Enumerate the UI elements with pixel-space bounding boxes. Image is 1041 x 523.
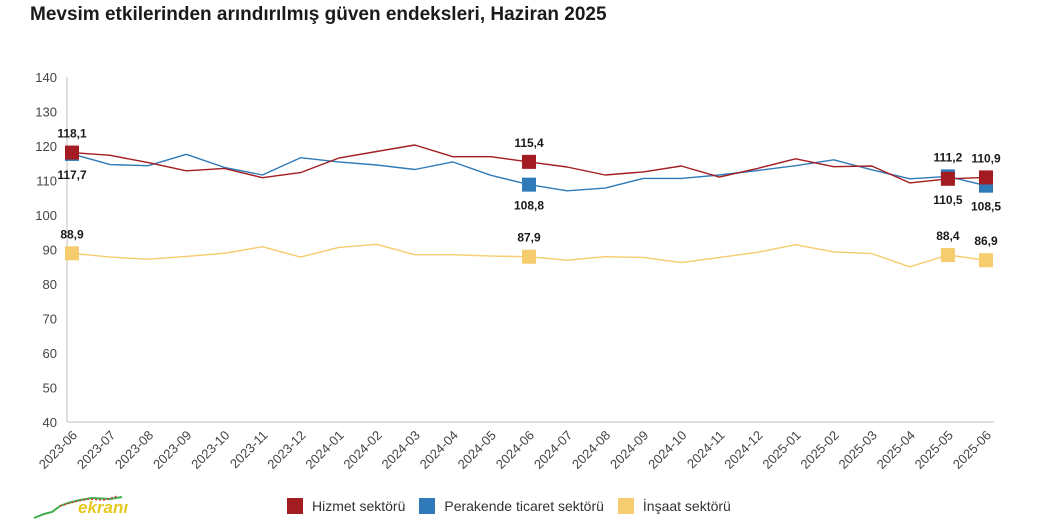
data-label: 110,5: [933, 193, 963, 207]
data-point-marker: [979, 253, 993, 268]
legend-swatch-perakende: [419, 498, 436, 514]
x-tick-label: 2024-07: [531, 428, 575, 472]
x-tick-label: 2025-01: [759, 428, 803, 472]
x-tick-label: 2024-02: [340, 428, 384, 472]
data-point-marker: [940, 248, 955, 263]
x-tick-label: 2024-01: [302, 428, 346, 472]
legend-item-perakende: Perakende ticaret sektörü: [419, 498, 604, 514]
legend-label-insaat: İnşaat sektörü: [642, 498, 731, 514]
x-axis: 2023-062023-072023-082023-092023-102023-…: [36, 421, 994, 472]
data-point-marker: [522, 249, 536, 264]
x-tick-label: 2024-10: [645, 428, 689, 472]
legend-label-perakende: Perakende ticaret sektörü: [444, 498, 604, 514]
data-label: 86,9: [974, 234, 998, 248]
y-tick-label: 120: [35, 139, 57, 154]
data-point-marker: [522, 154, 536, 169]
series-markers: [65, 145, 993, 268]
x-tick-label: 2025-05: [912, 428, 956, 472]
data-label: 115,4: [514, 136, 544, 150]
y-tick-label: 100: [35, 208, 57, 223]
x-tick-label: 2024-09: [607, 428, 651, 472]
y-tick-label: 130: [35, 105, 57, 120]
x-tick-label: 2023-09: [150, 428, 194, 472]
x-tick-label: 2025-06: [950, 428, 994, 472]
x-tick-label: 2023-07: [74, 428, 118, 472]
data-labels: 118,1 115,4 110,5 110,9 117,7 108,8 111,2 108,5…: [57, 127, 1001, 249]
data-point-marker: [979, 170, 993, 185]
y-tick-label: 50: [43, 381, 57, 396]
data-label: 118,1: [57, 127, 87, 141]
x-tick-label: 2023-10: [188, 428, 232, 472]
chart-title: Mevsim etkilerinden arındırılmış güven e…: [30, 4, 607, 25]
x-tick-label: 2023-08: [112, 428, 156, 472]
data-label: 110,9: [971, 151, 1001, 165]
y-tick-label: 140: [35, 70, 57, 85]
y-axis: 40 50 60 70 80 90 100 110 120 130 140: [35, 70, 68, 430]
y-tick-label: 60: [43, 346, 57, 361]
data-point-marker: [65, 246, 79, 261]
x-tick-label: 2024-06: [493, 428, 537, 472]
logo-icon: [33, 495, 123, 519]
data-label: 111,2: [934, 150, 963, 164]
x-tick-label: 2023-11: [227, 428, 271, 472]
y-tick-label: 40: [43, 415, 57, 430]
legend: Hizmet sektörü Perakende ticaret sektörü…: [287, 498, 731, 514]
y-tick-label: 70: [43, 312, 57, 327]
legend-label-hizmet: Hizmet sektörü: [312, 498, 406, 514]
y-tick-label: 80: [43, 277, 57, 292]
data-point-marker: [940, 171, 955, 186]
legend-swatch-insaat: [617, 498, 634, 514]
x-tick-label: 2024-03: [379, 428, 423, 472]
data-point-marker: [65, 145, 79, 160]
x-tick-label: 2024-04: [417, 428, 461, 472]
data-label: 117,7: [57, 168, 87, 182]
data-label: 87,9: [517, 231, 541, 245]
legend-item-insaat: İnşaat sektörü: [617, 498, 731, 514]
x-tick-label: 2025-02: [797, 428, 841, 472]
x-tick-label: 2023-06: [36, 428, 80, 472]
x-tick-label: 2023-12: [264, 428, 308, 472]
y-tick-label: 90: [43, 243, 57, 258]
data-label: 108,8: [514, 199, 544, 213]
x-tick-label: 2024-08: [569, 428, 613, 472]
x-tick-label: 2024-05: [455, 428, 499, 472]
x-tick-label: 2024-11: [684, 428, 728, 472]
x-tick-label: 2025-03: [836, 428, 880, 472]
legend-item-hizmet: Hizmet sektörü: [287, 498, 405, 514]
data-label: 108,5: [971, 200, 1001, 214]
y-tick-label: 110: [36, 174, 57, 189]
data-point-marker: [522, 177, 536, 192]
data-label: 88,4: [936, 229, 960, 243]
x-tick-label: 2025-04: [874, 428, 918, 472]
x-tick-label: 2024-12: [721, 428, 765, 472]
data-label: 88,9: [60, 227, 84, 241]
logo-text: ekranı: [78, 498, 129, 517]
legend-swatch-hizmet: [287, 498, 303, 514]
